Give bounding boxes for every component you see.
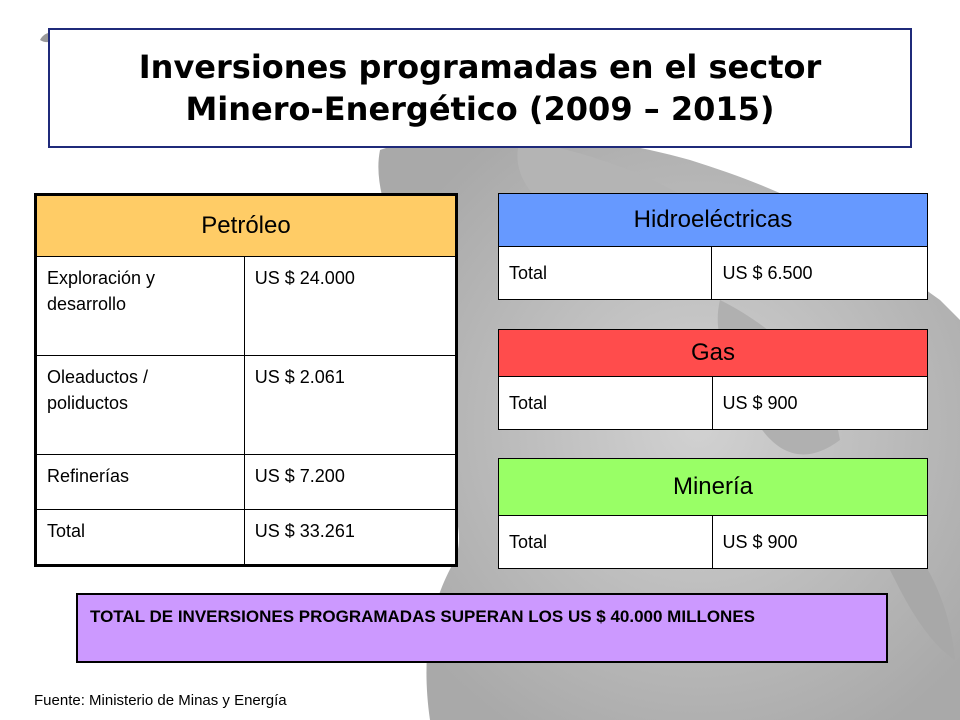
gas-table: Gas Total US $ 900 — [498, 329, 929, 430]
row-value: US $ 24.000 — [243, 256, 458, 356]
table-row: Total US $ 33.261 — [35, 509, 458, 566]
table-row: Exploración y desarrollo US $ 24.000 — [35, 256, 458, 356]
title-line-2: Minero-Energético (2009 – 2015) — [185, 90, 775, 128]
row-label: Total — [35, 509, 245, 566]
row-label: Oleaductos / poliductos — [35, 355, 245, 455]
source-note: Fuente: Ministerio de Minas y Energía — [34, 692, 287, 709]
gas-header: Gas — [498, 329, 928, 377]
row-label: Exploración y desarrollo — [35, 256, 245, 356]
hidroelectricas-table: Hidroeléctricas Total US $ 6.500 — [497, 193, 928, 300]
mineria-table: Minería Total US $ 900 — [498, 458, 929, 569]
row-value: US $ 33.261 — [243, 509, 458, 566]
row-value: US $ 2.061 — [243, 355, 458, 455]
table-row: Total US $ 6.500 — [497, 246, 928, 300]
row-value: US $ 7.200 — [243, 454, 458, 510]
title-line-1: Inversiones programadas en el sector — [138, 48, 822, 86]
hidroelectricas-header: Hidroeléctricas — [498, 193, 928, 247]
row-label: Total — [497, 246, 713, 300]
petroleo-header: Petróleo — [35, 194, 457, 257]
mineria-header: Minería — [498, 458, 928, 516]
table-row: Total US $ 900 — [498, 376, 929, 430]
table-row: Refinerías US $ 7.200 — [35, 454, 458, 510]
total-note: TOTAL DE INVERSIONES PROGRAMADAS SUPERAN… — [76, 593, 888, 663]
table-row: Oleaductos / poliductos US $ 2.061 — [35, 355, 458, 455]
table-row: Total US $ 900 — [498, 515, 929, 569]
row-label: Total — [498, 515, 713, 569]
title-box: Inversiones programadas en el sector Min… — [48, 28, 912, 148]
petroleo-table: Petróleo Exploración y desarrollo US $ 2… — [34, 193, 458, 567]
row-label: Total — [498, 376, 713, 430]
row-value: US $ 900 — [711, 515, 929, 569]
row-label: Refinerías — [35, 454, 245, 510]
row-value: US $ 6.500 — [711, 246, 928, 300]
row-value: US $ 900 — [711, 376, 929, 430]
